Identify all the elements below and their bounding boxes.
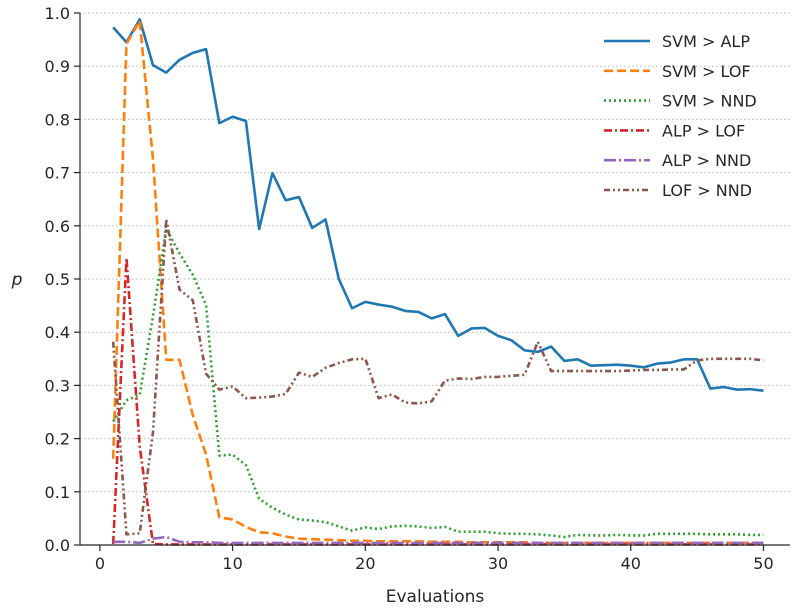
ticks: 0 10 20 30 40 50 0.0 0.1 0.2 0.3 0.4 0.5 0.6 0.7 0.8 0.… (45, 4, 774, 573)
y-tick-label-8: 0.8 (45, 110, 70, 129)
legend-label-0: SVM > ALP (662, 32, 750, 51)
y-tick-label-9: 0.9 (45, 57, 70, 76)
legend-label-4: ALP > NND (662, 151, 751, 170)
y-tick-label-1: 0.1 (45, 483, 70, 502)
y-tick-label-4: 0.4 (45, 323, 70, 342)
legend-label-1: SVM > LOF (662, 62, 751, 81)
legend-label-3: ALP > LOF (662, 121, 745, 140)
series-line-4 (113, 535, 764, 545)
x-tick-label-0: 0 (95, 554, 105, 573)
y-tick-label-5: 0.5 (45, 270, 70, 289)
legend-label-5: LOF > NND (662, 181, 752, 200)
y-tick-label-10: 1.0 (45, 4, 70, 23)
y-axis-label: p (11, 270, 23, 290)
y-tick-label-7: 0.7 (45, 164, 70, 183)
x-tick-label-2: 20 (355, 554, 375, 573)
y-tick-label-3: 0.3 (45, 376, 70, 395)
y-tick-label-0: 0.0 (45, 536, 70, 555)
y-tick-label-6: 0.6 (45, 217, 70, 236)
x-tick-label-1: 10 (222, 554, 242, 573)
x-tick-label-3: 30 (488, 554, 508, 573)
x-axis-label: Evaluations (386, 587, 485, 607)
series-line-0 (112, 18, 764, 393)
y-tick-label-2: 0.2 (45, 430, 70, 449)
legend: SVM > ALP SVM > LOF SVM > NND ALP > LOF ALP … (604, 32, 757, 200)
series-line-5 (111, 218, 764, 536)
x-tick-label-4: 40 (621, 554, 641, 573)
series-line-3 (111, 256, 764, 546)
legend-label-2: SVM > NND (662, 92, 757, 111)
series-line-2 (112, 227, 764, 539)
x-tick-label-5: 50 (753, 554, 773, 573)
